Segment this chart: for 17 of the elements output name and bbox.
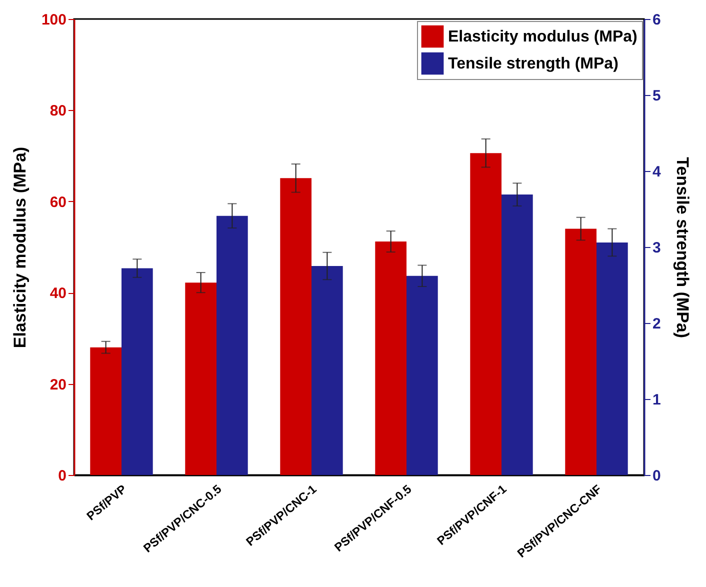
legend-label: Elasticity modulus (MPa): [448, 28, 638, 46]
y2-tick-label: 2: [652, 316, 661, 332]
y-tick-label: 80: [50, 102, 66, 120]
y2-tick-label: 1: [652, 392, 661, 408]
y-axis-title: Elasticity modulus (MPa): [10, 146, 30, 348]
y2-tick-label: 4: [652, 164, 662, 180]
legend-label: Tensile strength (MPa): [448, 56, 618, 72]
y2-tick-label: 3: [652, 240, 661, 256]
y-tick-label: 20: [50, 376, 66, 394]
y-tick-label: 60: [50, 194, 66, 211]
y-tick-label: 0: [58, 468, 66, 484]
y2-tick-label: 5: [652, 88, 661, 104]
y2-tick-label: 0: [652, 468, 661, 484]
y2-axis-title: Tensile strength (MPa): [672, 156, 692, 338]
y-tick-label: 100: [41, 12, 66, 28]
y-tick-label: 40: [50, 285, 66, 302]
y2-tick-label: 6: [652, 12, 661, 28]
